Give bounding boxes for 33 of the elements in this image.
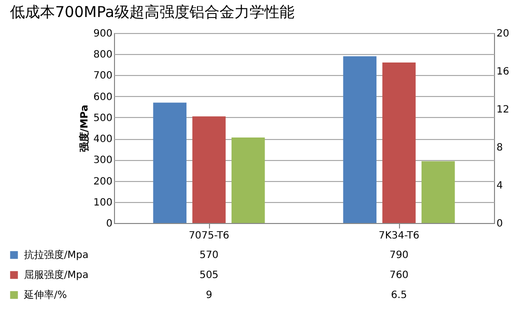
- y-tick-label: 0: [106, 218, 112, 230]
- y2-tick-label: 16: [496, 66, 510, 78]
- y-tick-label: 900: [93, 28, 112, 40]
- y-tick-label: 800: [93, 50, 112, 61]
- legend-label: 屈服强度/Mpa: [24, 269, 88, 281]
- legend-label: 延伸率/%: [23, 289, 67, 301]
- y-tick-label: 600: [93, 92, 112, 103]
- y-tick-label: 200: [93, 176, 112, 188]
- data-label: 790: [389, 250, 409, 261]
- y-tick-label: 500: [93, 112, 112, 124]
- bar: [382, 62, 416, 223]
- data-label: 6.5: [391, 290, 407, 301]
- bar: [192, 116, 226, 223]
- data-label: 760: [389, 270, 409, 281]
- y2-tick-label: 4: [496, 180, 503, 192]
- y2-tick-label: 0: [496, 218, 503, 230]
- y2-tick-label: 12: [496, 104, 510, 116]
- data-label: 9: [206, 290, 212, 301]
- data-label: 505: [199, 270, 219, 281]
- y2-tick-label: 20: [496, 28, 510, 40]
- y-axis-title: 强度/MPa: [78, 104, 90, 152]
- y-tick-label: 400: [93, 134, 112, 146]
- legend-label: 抗拉强度/Mpa: [24, 249, 88, 261]
- bar: [153, 102, 186, 223]
- y-tick-label: 100: [93, 197, 112, 208]
- y-tick-label: 300: [93, 155, 112, 166]
- y2-tick-label: 8: [496, 142, 503, 154]
- data-label: 570: [199, 250, 219, 261]
- bar: [343, 56, 376, 223]
- y-tick-label: 700: [93, 70, 112, 82]
- x-tick-label: 7K34-T6: [378, 230, 420, 242]
- x-tick-label: 7075-T6: [188, 230, 230, 242]
- chart-title: 低成本700MPa级超高强度铝合金力学性能: [10, 3, 294, 21]
